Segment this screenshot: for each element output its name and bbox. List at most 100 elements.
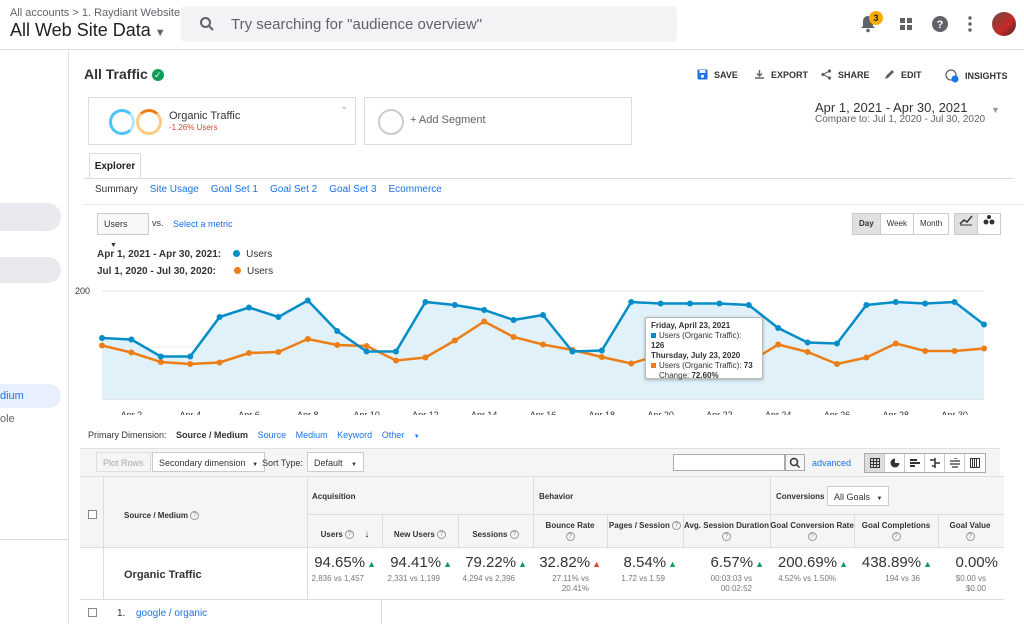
apps-grid-icon[interactable] xyxy=(896,14,916,34)
subtab-goal-set-2[interactable]: Goal Set 2 xyxy=(269,184,318,195)
help-icon[interactable]: ? xyxy=(930,14,950,34)
col-divider xyxy=(103,477,104,549)
col-label: Goal Value xyxy=(949,521,991,530)
subtab-goal-set-3[interactable]: Goal Set 3 xyxy=(329,184,377,195)
pie-icon xyxy=(890,458,899,468)
sort-type-label: Sort Type: xyxy=(262,458,303,468)
chevron-down-icon: ▼ xyxy=(110,242,117,249)
col-goal-value[interactable]: Goal Value? xyxy=(938,520,1002,542)
table-view-button[interactable] xyxy=(865,454,885,472)
col-users[interactable]: Users ? ↓ xyxy=(308,529,382,540)
performance-view-button[interactable] xyxy=(905,454,925,472)
advanced-filter-link[interactable]: advanced xyxy=(812,458,852,468)
table-row[interactable]: 1. google / organic xyxy=(80,600,1004,624)
term-cloud-view-button[interactable] xyxy=(945,454,965,472)
subtab-goal-set-1[interactable]: Goal Set 1 xyxy=(210,184,258,195)
sidebar-item-active[interactable]: dium xyxy=(0,384,61,408)
filter-search-button[interactable] xyxy=(785,454,805,471)
segment-organic-traffic[interactable]: Organic Traffic -1.26% Users ⌄ xyxy=(88,97,356,145)
pivot-view-button[interactable] xyxy=(965,454,985,472)
data-point xyxy=(892,299,899,305)
more-vert-icon[interactable] xyxy=(960,14,980,34)
share-button[interactable]: SHARE xyxy=(821,69,870,80)
sort-type-select[interactable]: Default ▼ xyxy=(307,452,364,472)
col-new-users[interactable]: New Users ? xyxy=(382,529,458,540)
dimension-keyword[interactable]: Keyword xyxy=(337,430,373,440)
help-icon: ? xyxy=(345,530,355,540)
compare-range[interactable]: Compare to: Jul 1, 2020 - Jul 30, 2020 xyxy=(815,114,985,125)
data-point xyxy=(393,357,399,364)
summary-change-value: 0.00% xyxy=(938,554,998,571)
insights-button[interactable]: INSIGHTS xyxy=(945,69,1008,83)
data-point xyxy=(275,314,282,320)
tooltip-date-current: Friday, April 23, 2021 xyxy=(651,321,731,330)
chevron-down-icon[interactable]: ⌄ xyxy=(340,101,349,112)
summary-change-value: 94.65% ▲ xyxy=(307,554,376,571)
goals-select[interactable]: All Goals ▼ xyxy=(827,486,890,506)
select-metric-link[interactable]: Select a metric xyxy=(173,219,233,229)
data-point xyxy=(951,299,958,305)
col-label: Bounce Rate xyxy=(545,521,595,530)
search-input[interactable]: Try searching for "audience overview" xyxy=(181,6,677,42)
account-breadcrumb[interactable]: All accounts > 1. Raydiant Website v3 xyxy=(10,7,195,19)
add-segment-button[interactable]: + Add Segment xyxy=(364,97,632,145)
col-sessions[interactable]: Sessions ? xyxy=(458,529,533,540)
plot-rows-button[interactable]: Plot Rows xyxy=(96,452,151,472)
vs-label: vs. xyxy=(152,218,164,228)
grid-icon xyxy=(869,458,880,468)
data-point xyxy=(687,300,693,307)
comparison-view-button[interactable] xyxy=(925,454,945,472)
summary-compare-values: 27.11% vs 20.41% xyxy=(552,574,589,593)
tab-explorer[interactable]: Explorer xyxy=(89,153,141,179)
export-button[interactable]: EXPORT xyxy=(754,69,808,80)
pie-view-button[interactable] xyxy=(885,454,905,472)
subtab-ecommerce[interactable]: Ecommerce xyxy=(388,184,442,195)
week-button[interactable]: Week xyxy=(880,214,914,234)
data-point xyxy=(187,353,194,360)
col-goal-completions[interactable]: Goal Completions? xyxy=(854,520,938,542)
x-tick-label: Apr 24 xyxy=(765,410,792,415)
dimension-medium[interactable]: Medium xyxy=(295,430,328,440)
row-source-link[interactable]: google / organic xyxy=(136,608,208,619)
col-divider xyxy=(854,514,855,549)
secondary-dimension-select[interactable]: Secondary dimension ▼ xyxy=(152,452,266,472)
select-all-checkbox[interactable] xyxy=(88,510,97,519)
help-icon: ? xyxy=(891,532,901,542)
col-divider xyxy=(103,548,104,600)
property-selector[interactable]: All Web Site Data ▼ xyxy=(10,20,166,41)
col-goal-conversion-rate[interactable]: Goal Conversion Rate ? xyxy=(770,520,854,542)
dimension-source[interactable]: Source xyxy=(257,430,287,440)
col-divider xyxy=(307,548,308,600)
avatar[interactable] xyxy=(992,12,1016,36)
primary-dimension-label: Primary Dimension: xyxy=(88,430,167,440)
secondary-dimension-label: Secondary dimension xyxy=(159,458,246,468)
col-bounce-rate[interactable]: Bounce Rate? xyxy=(533,520,607,542)
edit-button[interactable]: EDIT xyxy=(884,69,922,80)
chevron-down-icon[interactable]: ▼ xyxy=(991,105,1000,115)
date-range-picker[interactable]: Apr 1, 2021 - Apr 30, 2021 xyxy=(815,100,968,115)
sidebar-item-label[interactable]: ole xyxy=(0,413,15,425)
help-icon: ? xyxy=(965,532,975,542)
summary-change-text: 94.41% xyxy=(390,554,442,571)
col-label: Pages / Session xyxy=(608,521,670,530)
subtab-summary[interactable]: Summary xyxy=(95,184,138,195)
line-chart-button[interactable] xyxy=(955,214,978,234)
row-checkbox[interactable] xyxy=(88,608,97,617)
col-pages-session[interactable]: Pages / Session ? xyxy=(607,520,683,531)
sidebar-item[interactable] xyxy=(0,203,61,231)
day-button[interactable]: Day xyxy=(853,214,881,234)
save-button[interactable]: SAVE xyxy=(697,69,738,80)
col-avg-session-duration[interactable]: Avg. Session Duration ? xyxy=(683,520,770,542)
subtab-site-usage[interactable]: Site Usage xyxy=(149,184,199,195)
sidebar-item[interactable] xyxy=(0,257,61,283)
data-point xyxy=(187,361,194,367)
metric-select[interactable]: Users ▼ xyxy=(97,213,149,249)
data-point xyxy=(363,343,370,349)
dimension-other[interactable]: Other ▼ xyxy=(382,430,427,440)
col-source-medium[interactable]: Source / Medium ? xyxy=(110,510,220,521)
table-filter-input[interactable] xyxy=(673,454,785,471)
month-button[interactable]: Month xyxy=(914,214,949,234)
tooltip-value: 73 xyxy=(743,361,753,370)
motion-chart-button[interactable] xyxy=(978,214,1000,234)
